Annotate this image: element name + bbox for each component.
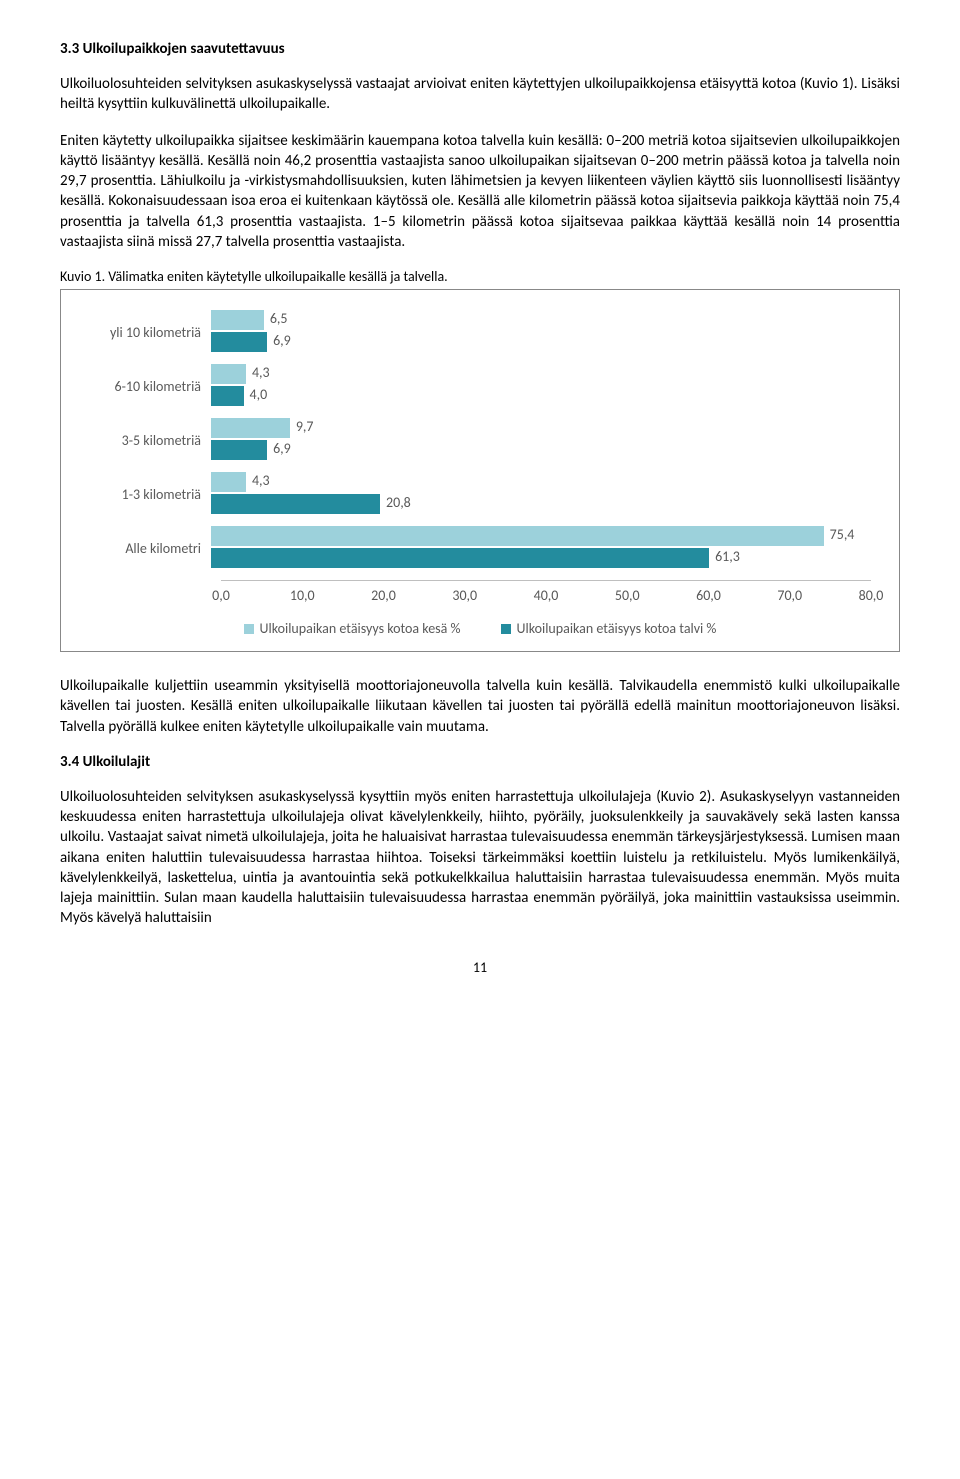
bar-value-label: 4,3	[252, 472, 270, 489]
bar	[211, 310, 264, 330]
category-label: yli 10 kilometriä	[81, 324, 211, 341]
x-tick-label: 50,0	[615, 587, 640, 604]
bar	[211, 386, 244, 406]
x-axis: 0,010,020,030,040,050,060,070,080,0	[221, 580, 871, 604]
x-tick-label: 40,0	[534, 587, 559, 604]
bar-value-label: 20,8	[386, 494, 411, 511]
category-label: 3-5 kilometriä	[81, 432, 211, 449]
bar-value-label: 9,7	[296, 418, 314, 435]
page-number: 11	[60, 959, 900, 976]
para-2: Eniten käytetty ulkoilupaikka sijaitsee …	[60, 131, 900, 253]
heading-34: 3.4 Ulkoilulajit	[60, 753, 900, 771]
legend-item: Ulkoilupaikan etäisyys kotoa talvi %	[501, 620, 717, 637]
bar	[211, 332, 267, 352]
bar-value-label: 6,9	[273, 440, 291, 457]
chart-caption: Kuvio 1. Välimatka eniten käytetylle ulk…	[60, 268, 900, 285]
legend-item: Ulkoilupaikan etäisyys kotoa kesä %	[244, 620, 461, 637]
bar-value-label: 6,5	[270, 310, 288, 327]
x-tick-label: 70,0	[777, 587, 802, 604]
bar	[211, 548, 709, 568]
legend: Ulkoilupaikan etäisyys kotoa kesä % Ulkoi…	[81, 620, 879, 637]
para-3: Ulkoilupaikalle kuljettiin useammin yksi…	[60, 676, 900, 737]
bar	[211, 494, 380, 514]
bar-value-label: 61,3	[715, 548, 740, 565]
bar	[211, 418, 290, 438]
bar	[211, 526, 824, 546]
legend-label: Ulkoilupaikan etäisyys kotoa talvi %	[517, 620, 717, 637]
heading-33: 3.3 Ulkoilupaikkojen saavutettavuus	[60, 40, 900, 58]
x-tick-label: 0,0	[212, 587, 230, 604]
chart-row: 1-3 kilometriä 4,3 20,8	[81, 472, 879, 516]
category-label: 6-10 kilometriä	[81, 378, 211, 395]
bar	[211, 440, 267, 460]
x-tick-label: 30,0	[452, 587, 477, 604]
legend-label: Ulkoilupaikan etäisyys kotoa kesä %	[260, 620, 461, 637]
bar-value-label: 75,4	[830, 526, 855, 543]
category-label: Alle kilometri	[81, 540, 211, 557]
para-4: Ulkoiluolosuhteiden selvityksen asukasky…	[60, 787, 900, 929]
category-label: 1-3 kilometriä	[81, 486, 211, 503]
chart-row: Alle kilometri 75,4 61,3	[81, 526, 879, 570]
bar-value-label: 6,9	[273, 332, 291, 349]
chart-row: yli 10 kilometriä 6,5 6,9	[81, 310, 879, 354]
chart-frame: yli 10 kilometriä 6,5 6,9 6-10 kilometriä 4,…	[60, 289, 900, 652]
chart-row: 3-5 kilometriä 9,7 6,9	[81, 418, 879, 462]
bar	[211, 364, 246, 384]
x-tick-label: 10,0	[290, 587, 315, 604]
bar-value-label: 4,0	[250, 386, 268, 403]
x-tick-label: 60,0	[696, 587, 721, 604]
legend-swatch	[501, 624, 511, 634]
bar	[211, 472, 246, 492]
legend-swatch	[244, 624, 254, 634]
bar-chart: yli 10 kilometriä 6,5 6,9 6-10 kilometriä 4,…	[81, 310, 879, 637]
para-1: Ulkoiluolosuhteiden selvityksen asukasky…	[60, 74, 900, 115]
chart-row: 6-10 kilometriä 4,3 4,0	[81, 364, 879, 408]
bar-value-label: 4,3	[252, 364, 270, 381]
x-tick-label: 80,0	[859, 587, 884, 604]
x-tick-label: 20,0	[371, 587, 396, 604]
